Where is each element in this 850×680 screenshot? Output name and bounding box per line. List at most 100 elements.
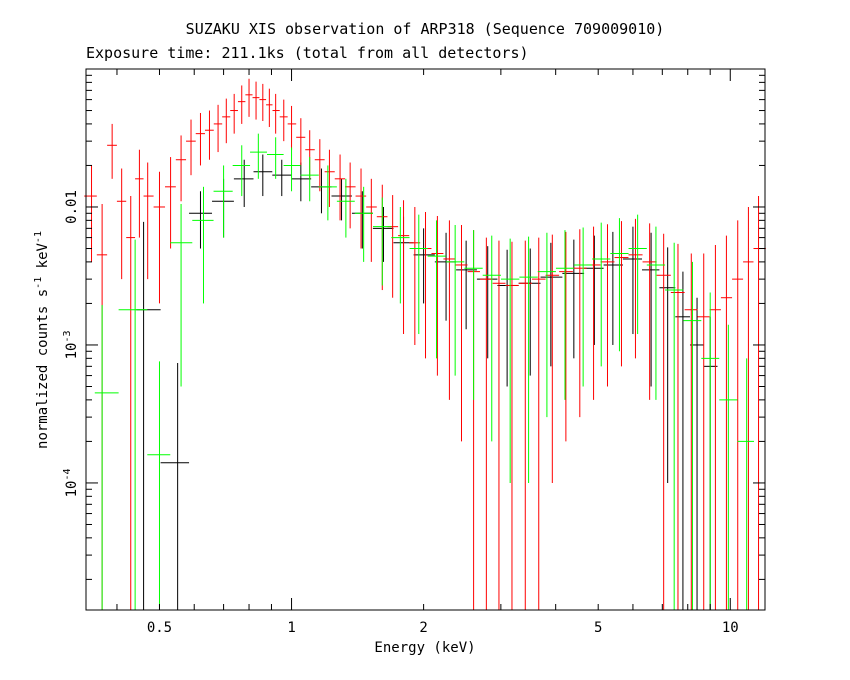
data-point (170, 204, 193, 387)
data-point (279, 99, 288, 142)
data-point (324, 149, 335, 207)
data-point (195, 112, 205, 166)
data-point (719, 324, 738, 610)
data-point (266, 137, 284, 179)
data-point (622, 226, 643, 335)
data-point (300, 157, 319, 202)
data-point (614, 221, 629, 367)
data-point (212, 178, 234, 238)
data-point (272, 93, 280, 134)
data-point (253, 154, 273, 197)
x-tick-label: 1 (287, 620, 295, 636)
data-point (291, 162, 312, 202)
y-axis-title-exp2: -1 (33, 231, 45, 244)
y-tick-label: 10-4 (62, 468, 80, 497)
x-tick-label: 2 (419, 620, 427, 636)
data-point (500, 238, 520, 483)
data-point (600, 224, 615, 387)
data-point (153, 171, 166, 304)
x-tick-label: 5 (594, 620, 602, 636)
data-point (287, 105, 297, 150)
series-1 (84, 78, 766, 610)
data-point (222, 98, 231, 144)
data-point (345, 162, 356, 229)
data-point (147, 361, 171, 610)
data-point (237, 85, 246, 124)
data-point (94, 304, 119, 610)
data-point (135, 149, 144, 238)
data-point (366, 178, 377, 262)
data-point (266, 88, 273, 127)
data-point (314, 139, 325, 192)
data-point (331, 178, 352, 221)
y-axis-title-pre: normalized counts s (34, 288, 51, 449)
data-point (409, 214, 428, 335)
data-point (683, 261, 702, 610)
data-point (603, 231, 623, 345)
series-2 (94, 133, 755, 610)
data-point (116, 168, 127, 280)
data-point (572, 229, 587, 418)
data-point (296, 118, 306, 166)
data-point (283, 147, 301, 192)
axis-layer: 0.5 1 2 5 10 0.01 10-3 10-4 (62, 68, 765, 636)
data-point (555, 230, 575, 400)
data-point (701, 292, 720, 610)
data-point (245, 78, 253, 117)
data-point (420, 211, 432, 359)
data-point (336, 178, 355, 238)
data-point (670, 243, 685, 610)
data-point (482, 235, 501, 442)
data-point (232, 145, 251, 197)
data-point (434, 232, 457, 321)
data-point (628, 218, 643, 359)
series-0 (136, 154, 718, 610)
data-point (592, 222, 611, 367)
data-point (559, 231, 573, 442)
data-point (318, 165, 337, 221)
data-point (497, 249, 519, 387)
data-point (175, 135, 187, 202)
data-point (126, 196, 136, 610)
data-point (697, 253, 710, 610)
data-point (259, 83, 267, 121)
data-point (586, 226, 601, 400)
data-point (518, 248, 541, 376)
data-point (213, 104, 223, 153)
data-point (532, 237, 546, 610)
data-point (743, 206, 754, 610)
data-point (505, 241, 519, 610)
data-point (732, 220, 744, 610)
data-point (709, 245, 721, 610)
y-axis-title-exp1: -1 (33, 276, 45, 289)
x-tick-label: 0.5 (147, 620, 172, 636)
data-point (574, 227, 593, 387)
data-point (455, 225, 468, 442)
data-point (372, 206, 394, 262)
data-point (192, 186, 214, 304)
x-tick-label: 10 (722, 620, 739, 636)
data-point (334, 154, 346, 221)
data-point (427, 220, 446, 359)
data-point (160, 363, 190, 610)
data-point (656, 233, 671, 610)
data-point (372, 197, 392, 286)
data-point (165, 157, 176, 249)
y-tick-label: 10-3 (62, 331, 80, 360)
data-point (391, 206, 410, 304)
data-point (479, 237, 493, 610)
y-axis-title-mid: keV (34, 243, 51, 277)
data-point (659, 247, 676, 483)
data-point (387, 195, 399, 298)
chart-title: SUZAKU XIS observation of ARP318 (Sequen… (185, 20, 665, 38)
data-point (443, 220, 456, 400)
data-point (545, 234, 560, 483)
data-point (250, 133, 267, 179)
data-point (354, 186, 373, 262)
data-point (252, 81, 260, 120)
data-point (398, 200, 410, 335)
data-point (753, 196, 766, 610)
data-point (628, 214, 647, 335)
data-point (518, 240, 533, 610)
